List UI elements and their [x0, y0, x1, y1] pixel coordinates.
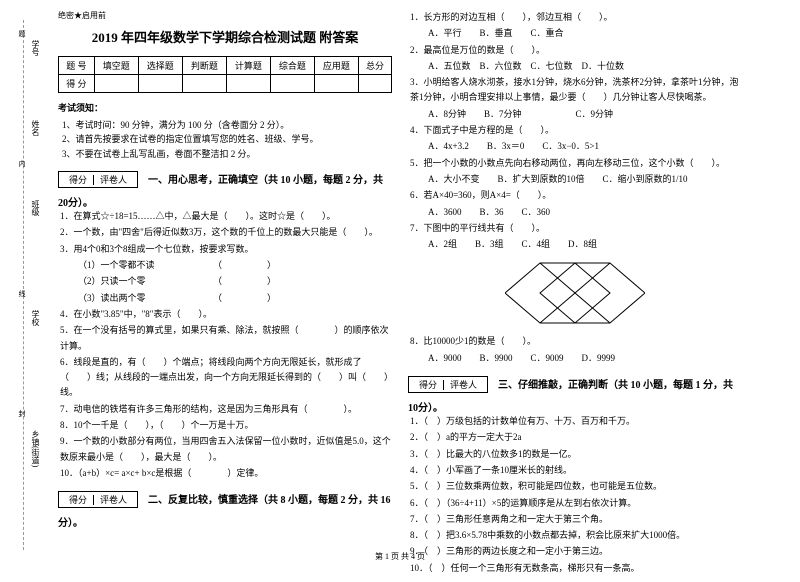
scorebox-grader: 评卷人 — [444, 380, 483, 390]
q: A．8分钟 B．7分钟 C．9分钟 — [410, 107, 742, 122]
q: 10．（a+b）×c= a×c+ b×c是根据（ ）定律。 — [60, 466, 392, 481]
th-7: 总分 — [358, 57, 391, 75]
q: A．2组 B．3组 C．4组 D．8组 — [410, 237, 742, 252]
label-school: 学校 — [30, 310, 41, 326]
left-column: 绝密★启用前 2019 年四年级数学下学期综合检测试题 附答案 题 号 填空题 … — [50, 10, 400, 577]
q: 7．下图中的平行线共有（ ）。 — [410, 221, 742, 236]
label-town: 乡镇(街道) — [30, 430, 41, 467]
q: A．9000 B．9900 C．9009 D．9999 — [410, 351, 742, 366]
q: 2．（ ）a的平方一定大于2a — [410, 430, 742, 445]
q: 8．比10000少1的数是（ ）。 — [410, 334, 742, 349]
q: 7．动电信的铁塔有许多三角形的结构，这是因为三角形具有（ ）。 — [60, 402, 392, 417]
q: A．3600 B．36 C．360 — [410, 205, 742, 220]
scorebox-score: 得分 — [63, 495, 94, 505]
q: 6．（ ）（36÷4+11）×5的运算顺序是从左到右依次计算。 — [410, 496, 742, 511]
table-row: 得 分 — [59, 75, 392, 93]
dotted-fold-line — [23, 20, 24, 550]
scorebox-score: 得分 — [413, 380, 444, 390]
q: 2．最高位是万位的数是（ ）。 — [410, 43, 742, 58]
page-footer: 第 1 页 共 4 页 — [0, 551, 800, 562]
score-table: 题 号 填空题 选择题 判断题 计算题 综合题 应用题 总分 得 分 — [58, 56, 392, 93]
q: 9．一个数的小数部分有两位，当用四舍五入法保留一位小数时，近似值是5.0，这个数… — [60, 434, 392, 465]
notice-item: 1、考试时间：90 分钟，满分为 100 分（含卷面分 2 分）。 — [62, 118, 392, 132]
th-2: 选择题 — [138, 57, 182, 75]
th-1: 填空题 — [94, 57, 138, 75]
q: 7．（ ）三角形任意两角之和一定大于第三个角。 — [410, 512, 742, 527]
q: 1．（ ）万级包括的计数单位有万、十万、百万和千万。 — [410, 414, 742, 429]
notice-list: 1、考试时间：90 分钟，满分为 100 分（含卷面分 2 分）。 2、请首先按… — [62, 118, 392, 161]
section3-title: 三、仔细推敲，正确判断（共 10 小题，每题 1 分，共 — [498, 376, 733, 391]
q: A．平行 B．垂直 C．重合 — [410, 26, 742, 41]
q: 1．在算式☆÷18=15……△中，△最大是（ ）。这时☆是（ ）。 — [60, 209, 392, 224]
q: 5．（ ）三位数乘两位数，积可能是四位数，也可能是五位数。 — [410, 479, 742, 494]
q: 6．线段是直的，有（ ）个端点；将线段向两个方向无限延长，就形成了（ ）线；从线… — [60, 355, 392, 401]
seal-char-3: 线 — [17, 290, 27, 305]
q-sub: （2）只读一个零 （ ） — [78, 274, 392, 289]
label-class: 班级 — [30, 200, 41, 216]
q: A．大小不变 B．扩大到原数的10倍 C．缩小到原数的1/10 — [410, 172, 742, 187]
q: 4．（ ）小军画了一条10厘米长的射线。 — [410, 463, 742, 478]
diamond-figure — [505, 258, 645, 328]
q: 4．下面式子中是方程的是（ ）。 — [410, 123, 742, 138]
q-sub: （3）读出两个零 （ ） — [78, 291, 392, 306]
q: 6．若A×40=360，则A×4=（ ）。 — [410, 188, 742, 203]
seal-char-4: 封 — [17, 410, 27, 425]
section3-pct: 10分）。 — [408, 399, 742, 414]
section2-questions: 1．长方形的对边互相（ ），邻边互相（ ）。 A．平行 B．垂直 C．重合 2．… — [410, 10, 742, 252]
section2-questions-cont: 8．比10000少1的数是（ ）。 A．9000 B．9900 C．9009 D… — [410, 334, 742, 366]
label-student-id: 学号 — [30, 40, 41, 56]
scorebox-grader: 评卷人 — [94, 175, 133, 185]
q: 4．在小数"3.85"中，"8"表示（ ）。 — [60, 307, 392, 322]
th-4: 计算题 — [226, 57, 270, 75]
table-row: 题 号 填空题 选择题 判断题 计算题 综合题 应用题 总分 — [59, 57, 392, 75]
seal-char-1: 题 — [17, 30, 27, 45]
section1-questions: 1．在算式☆÷18=15……△中，△最大是（ ）。这时☆是（ ）。 2．一个数，… — [60, 209, 392, 481]
notice-item: 3、不要在试卷上乱写乱画，卷面不整洁扣 2 分。 — [62, 147, 392, 161]
scorebox-1: 得分评卷人 — [58, 171, 138, 188]
right-column: 1．长方形的对边互相（ ），邻边互相（ ）。 A．平行 B．垂直 C．重合 2．… — [400, 10, 750, 577]
seal-char-2: 内 — [17, 160, 27, 175]
page-content: 绝密★启用前 2019 年四年级数学下学期综合检测试题 附答案 题 号 填空题 … — [0, 0, 800, 582]
q: A．五位数 B．六位数 C．七位数 D．十位数 — [410, 59, 742, 74]
secret-label: 绝密★启用前 — [58, 10, 392, 21]
th-3: 判断题 — [182, 57, 226, 75]
scorebox-3: 得分评卷人 — [408, 376, 488, 393]
q: 3．（ ）比最大的八位数多1的数是一亿。 — [410, 447, 742, 462]
scorebox-grader: 评卷人 — [94, 495, 133, 505]
q: 10．（ ）任何一个三角形有无数条高，梯形只有一条高。 — [410, 561, 742, 576]
th-0: 题 号 — [59, 57, 95, 75]
q: 1．长方形的对边互相（ ），邻边互相（ ）。 — [410, 10, 742, 25]
notice-item: 2、请首先按要求在试卷的指定位置填写您的姓名、班级、学号。 — [62, 132, 392, 146]
q: 3．小明给客人烧水沏茶，接水1分钟，烧水6分钟，洗茶杯2分钟，拿茶叶1分钟，泡茶… — [410, 75, 742, 106]
scorebox-2: 得分评卷人 — [58, 491, 138, 508]
q: 8．10个一千是（ ），（ ）个一万是十万。 — [60, 418, 392, 433]
label-name: 姓名 — [30, 120, 41, 136]
row2-label: 得 分 — [59, 75, 95, 93]
section1-pct: 20分）。 — [58, 194, 392, 209]
q: 8．（ ）把3.6×5.78中乘数的小数点都去掉，积会比原来扩大1000倍。 — [410, 528, 742, 543]
q: 5．把一个小数的小数点先向右移动两位，再向左移动三位，这个小数（ ）。 — [410, 156, 742, 171]
section1-title: 一、用心思考，正确填空（共 10 小题，每题 2 分，共 — [148, 171, 383, 186]
th-6: 应用题 — [314, 57, 358, 75]
q: 3．用4个0和3个8组成一个七位数，按要求写数。 — [60, 242, 392, 257]
binding-sidebar: 学号 姓名 班级 学校 乡镇(街道) 题 内 线 封 — [5, 10, 43, 540]
q: 5．在一个没有括号的算式里，如果只有乘、除法，就按照（ ）的顺序依次计算。 — [60, 323, 392, 354]
notice-title: 考试须知： — [58, 101, 392, 114]
section2-pct: 分）。 — [58, 514, 392, 529]
section2-title: 二、反复比较，慎重选择（共 8 小题，每题 2 分，共 16 — [148, 491, 391, 506]
q-sub: （1）一个零都不读 （ ） — [78, 258, 392, 273]
exam-title: 2019 年四年级数学下学期综合检测试题 附答案 — [58, 27, 392, 46]
th-5: 综合题 — [270, 57, 314, 75]
q: 2．一个数，由"四舍"后得近似数3万，这个数的千位上的数最大只能是（ ）。 — [60, 225, 392, 240]
scorebox-score: 得分 — [63, 175, 94, 185]
q: A．4x+3.2 B．3x＝0 C．3x−0．5>1 — [410, 139, 742, 154]
